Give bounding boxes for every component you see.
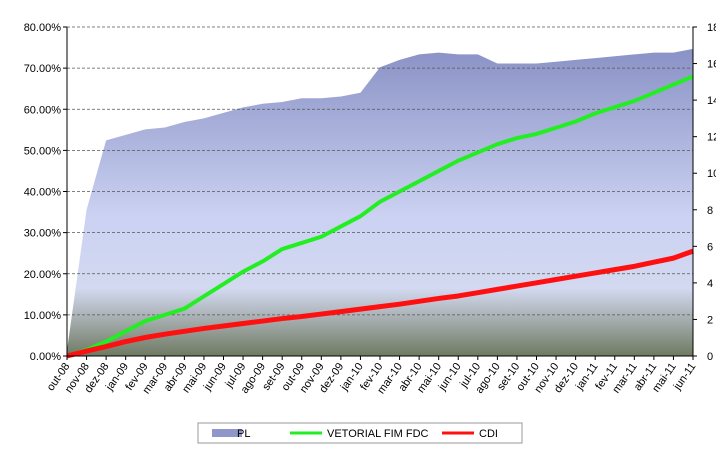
legend-swatch (212, 429, 242, 437)
y-tick-label: 70.00% (24, 63, 62, 75)
y-tick-label: 30.00% (24, 228, 62, 240)
y2-tick-label: 0 (707, 351, 713, 363)
y-tick-label: 80.00% (24, 22, 62, 34)
legend-label: PL (237, 428, 250, 440)
y2-tick-label: 16 (707, 59, 716, 71)
y-tick-label: 50.00% (24, 145, 62, 157)
y-tick-label: 40.00% (24, 187, 62, 199)
y2-tick-label: 18 (707, 22, 716, 34)
y2-tick-label: 4 (707, 278, 713, 290)
legend-label: CDI (479, 428, 498, 440)
y2-tick-label: 14 (707, 95, 716, 107)
legend-label: VETORIAL FIM FDC (327, 428, 429, 440)
y-tick-label: 20.00% (24, 269, 62, 281)
y2-tick-label: 8 (707, 205, 713, 217)
line (66, 248, 694, 359)
line (66, 74, 694, 358)
y-tick-label: 10.00% (24, 310, 62, 322)
y2-tick-label: 10 (707, 168, 716, 180)
y2-tick-label: 2 (707, 314, 713, 326)
y-tick-label: 0.00% (30, 351, 61, 363)
legend-box (197, 422, 523, 444)
y2-tick-label: 6 (707, 241, 713, 253)
y-tick-label: 60.00% (24, 104, 62, 116)
y2-tick-label: 12 (707, 132, 716, 144)
